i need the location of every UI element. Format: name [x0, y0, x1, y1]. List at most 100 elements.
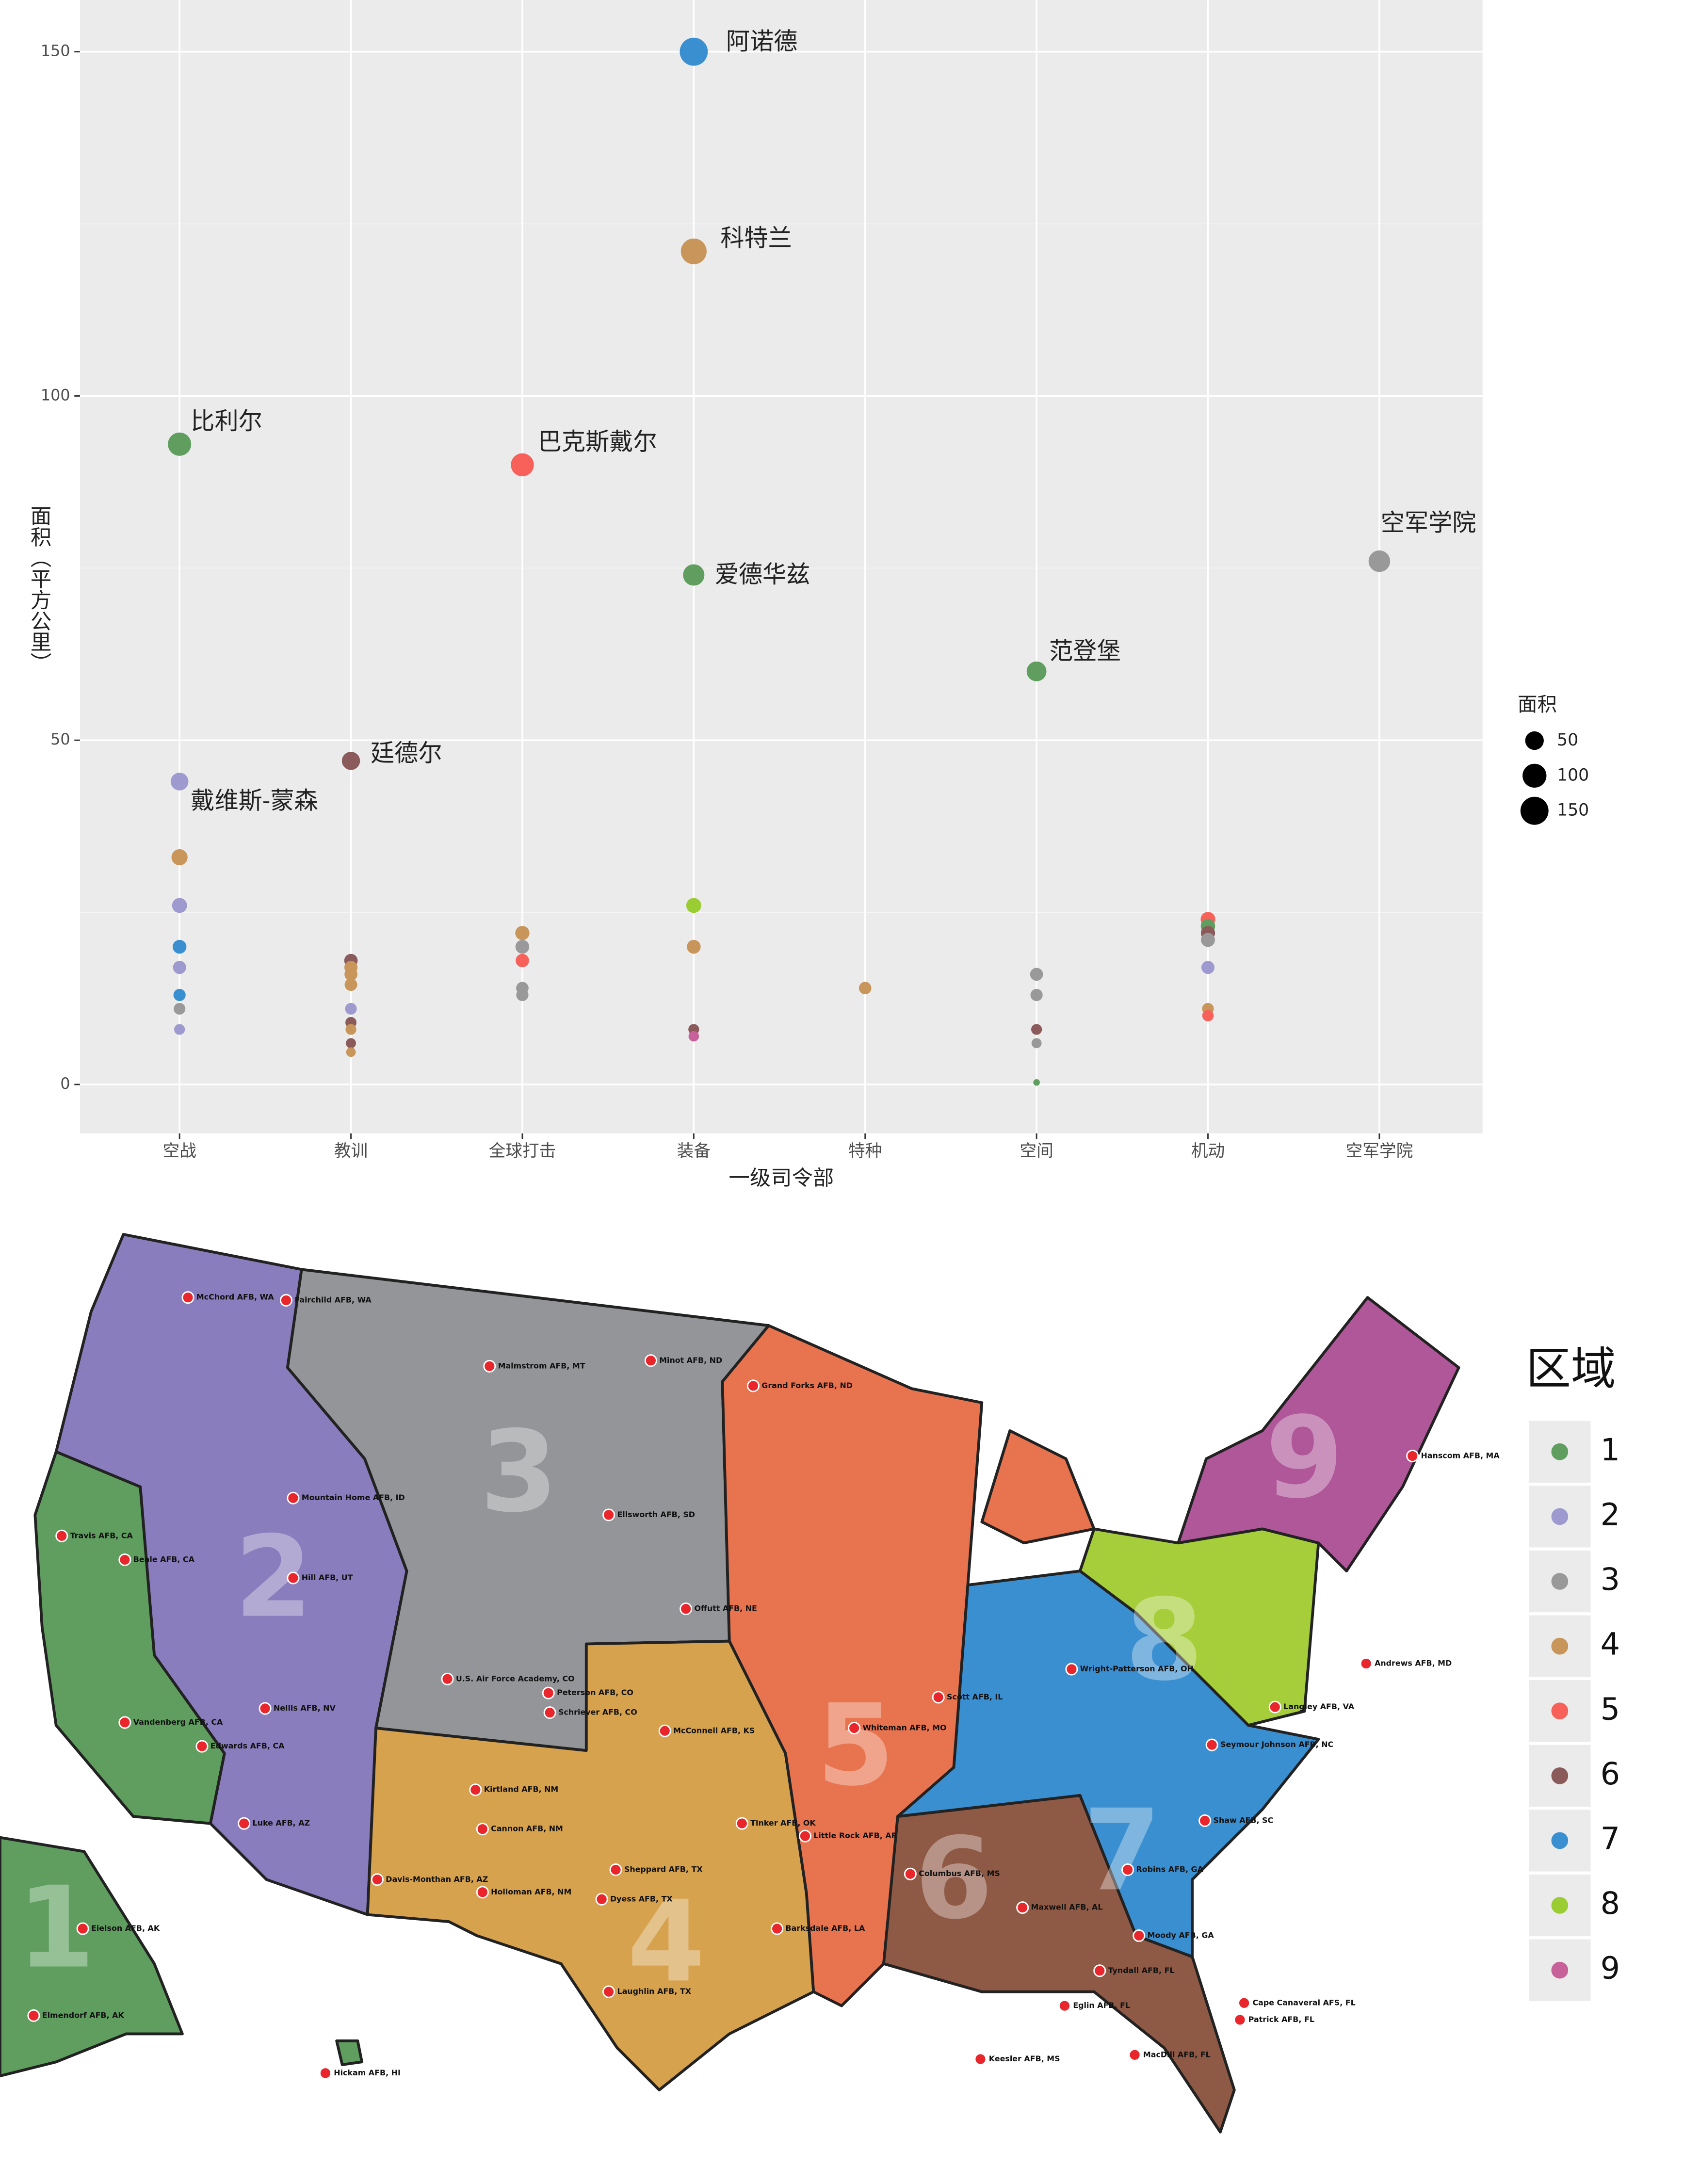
region-5: [721, 1324, 984, 2007]
base-marker: [1121, 1863, 1134, 1877]
point: [174, 1024, 185, 1035]
base-marker: [1016, 1901, 1029, 1914]
base-marker: [118, 1553, 131, 1566]
region-number: 5: [817, 1680, 895, 1811]
base-marker: [476, 1823, 489, 1836]
y-axis-title: 面积（平方公里）: [27, 505, 51, 673]
base-marker: [1133, 1929, 1146, 1942]
base-label: McConnell AFB, KS: [673, 1726, 755, 1735]
point: [687, 939, 701, 954]
region-number: 3: [480, 1407, 558, 1537]
size-legend-label: 50: [1557, 730, 1578, 750]
size-legend-key: [1525, 731, 1544, 750]
map-legend-key: [1551, 1702, 1569, 1720]
base-label: Eielson AFB, AK: [91, 1924, 160, 1933]
base-label: Shaw AFB, SC: [1214, 1815, 1274, 1825]
point-label: 巴克斯戴尔: [538, 427, 657, 455]
region-8: [1078, 1527, 1320, 1727]
base-marker: [371, 1873, 384, 1886]
base-marker: [746, 1379, 760, 1392]
base-label: Eglin AFB, FL: [1073, 2001, 1130, 2010]
point-label: 范登堡: [1049, 637, 1120, 665]
base-marker: [1128, 2048, 1141, 2061]
point: [683, 564, 705, 586]
base-marker: [1093, 1964, 1106, 1977]
point: [168, 432, 192, 456]
base-marker: [1406, 1449, 1419, 1462]
base-label: Moody AFB, GA: [1148, 1930, 1214, 1940]
base-marker: [932, 1691, 945, 1704]
point: [344, 968, 357, 981]
base-label: Mountain Home AFB, ID: [302, 1493, 405, 1502]
base-label: Kirtland AFB, NM: [484, 1785, 559, 1794]
x-tick-label: 空战: [162, 1141, 196, 1161]
base-label: Hill AFB, UT: [302, 1573, 353, 1582]
base-marker: [735, 1817, 748, 1830]
base-label: Beale AFB, CA: [133, 1554, 195, 1564]
point: [1033, 1079, 1040, 1086]
base-marker: [1233, 2013, 1247, 2026]
point-label: 空军学院: [1381, 508, 1476, 536]
base-marker: [259, 1702, 272, 1715]
base-label: Andrews AFB, MD: [1375, 1658, 1452, 1667]
y-tick-label: 100: [41, 386, 70, 404]
base-label: Ellsworth AFB, SD: [617, 1510, 695, 1519]
map: [0, 1233, 1460, 2134]
point: [1030, 968, 1043, 981]
point: [170, 773, 189, 791]
base-marker: [602, 1508, 615, 1521]
hawaii: [335, 2039, 364, 2066]
point: [1368, 550, 1391, 572]
base-label: Cannon AFB, NM: [491, 1824, 563, 1833]
point: [172, 898, 187, 913]
base-marker: [476, 1886, 489, 1899]
point: [1201, 933, 1215, 947]
point-label: 戴维斯-蒙森: [191, 786, 318, 814]
region-number: 8: [1125, 1575, 1203, 1706]
point: [346, 1038, 356, 1049]
base-label: Peterson AFB, CO: [557, 1688, 633, 1697]
base-label: Robins AFB, GA: [1136, 1865, 1203, 1874]
map-legend-key: [1551, 1832, 1569, 1849]
base-label: Whiteman AFB, MO: [863, 1723, 947, 1732]
base-marker: [609, 1863, 622, 1877]
base-label: Barksdale AFB, LA: [785, 1924, 865, 1933]
base-label: U.S. Air Force Academy, CO: [456, 1674, 575, 1683]
size-legend-title: 面积: [1518, 693, 1557, 716]
base-label: Vandenberg AFB, CA: [133, 1717, 223, 1727]
panel: [80, 0, 1483, 1133]
point: [858, 982, 872, 995]
base-marker: [904, 1867, 917, 1880]
point: [688, 1031, 699, 1042]
base-marker: [319, 2067, 332, 2080]
base-marker: [118, 1716, 131, 1729]
base-marker: [483, 1359, 496, 1373]
point: [345, 1024, 356, 1035]
map-legend-key: [1551, 1897, 1569, 1914]
base-marker: [848, 1721, 861, 1734]
point: [1031, 1038, 1042, 1049]
base-marker: [658, 1724, 671, 1737]
base-label: McChord AFB, WA: [196, 1293, 275, 1302]
point: [515, 939, 530, 954]
point-label: 比利尔: [191, 407, 262, 435]
x-tick-label: 装备: [677, 1141, 711, 1161]
point: [1201, 961, 1215, 974]
base-label: Dyess AFB, TX: [610, 1894, 673, 1903]
map-legend-label: 4: [1601, 1627, 1620, 1663]
base-marker: [1065, 1663, 1078, 1676]
y-tick-label: 50: [50, 730, 70, 748]
base-label: Hanscom AFB, MA: [1421, 1451, 1500, 1460]
x-tick-label: 教训: [334, 1141, 368, 1161]
map-legend-label: 5: [1601, 1691, 1620, 1727]
point: [344, 978, 357, 991]
map-legend-key: [1551, 1637, 1569, 1655]
base-label: Patrick AFB, FL: [1248, 2015, 1314, 2024]
point: [173, 988, 186, 1002]
base-marker: [1058, 1999, 1071, 2012]
base-marker: [1268, 1700, 1281, 1714]
base-marker: [441, 1672, 454, 1685]
size-legend-key: [1520, 796, 1549, 825]
base-label: Wright-Patterson AFB, OH: [1080, 1664, 1194, 1673]
